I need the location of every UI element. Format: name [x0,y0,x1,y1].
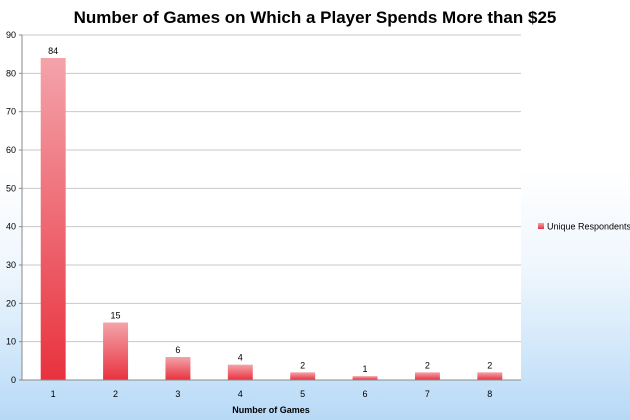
data-label: 84 [48,46,58,56]
bar [40,58,66,380]
bar [165,357,191,380]
x-tick-label: 3 [175,389,180,399]
legend-label: Unique Respondents [547,222,630,232]
y-tick-label: 80 [6,68,16,78]
y-tick-label: 30 [6,260,16,270]
bar [227,364,253,380]
y-tick-label: 40 [6,222,16,232]
y-tick-label: 20 [6,298,16,308]
plot-area [22,35,521,380]
bar [414,372,440,380]
x-tick-label: 6 [363,389,368,399]
data-label: 1 [363,364,368,374]
x-tick-label: 5 [300,389,305,399]
data-label: 4 [238,353,243,363]
y-tick-label: 0 [11,375,16,385]
x-tick-label: 7 [425,389,430,399]
x-tick-label: 2 [113,389,118,399]
gridlines [22,34,521,343]
bar [290,372,316,380]
y-tick-label: 60 [6,145,16,155]
bar [103,322,129,380]
bar [477,372,503,380]
data-labels: 84 15 6 4 2 1 2 2 [48,46,492,374]
x-tick-label: 8 [487,389,492,399]
data-label: 15 [111,311,121,321]
y-tick-label: 10 [6,337,16,347]
legend-swatch [538,223,544,229]
data-label: 2 [300,360,305,370]
legend: Unique Respondents [538,222,630,232]
data-label: 2 [425,360,430,370]
x-axis-title: Number of Games [232,405,310,415]
bar [352,376,378,380]
y-tick-label: 50 [6,183,16,193]
data-label: 6 [175,345,180,355]
y-tick-label: 70 [6,107,16,117]
y-axis-ticks: 0 10 20 30 40 50 60 70 80 90 [6,30,22,385]
data-label: 2 [487,360,492,370]
x-axis-ticks: 1 2 3 4 5 6 7 8 [51,389,493,399]
x-tick-label: 4 [238,389,243,399]
chart-title: Number of Games on Which a Player Spends… [74,8,557,27]
bars [40,58,503,380]
y-tick-label: 90 [6,30,16,40]
x-tick-label: 1 [51,389,56,399]
